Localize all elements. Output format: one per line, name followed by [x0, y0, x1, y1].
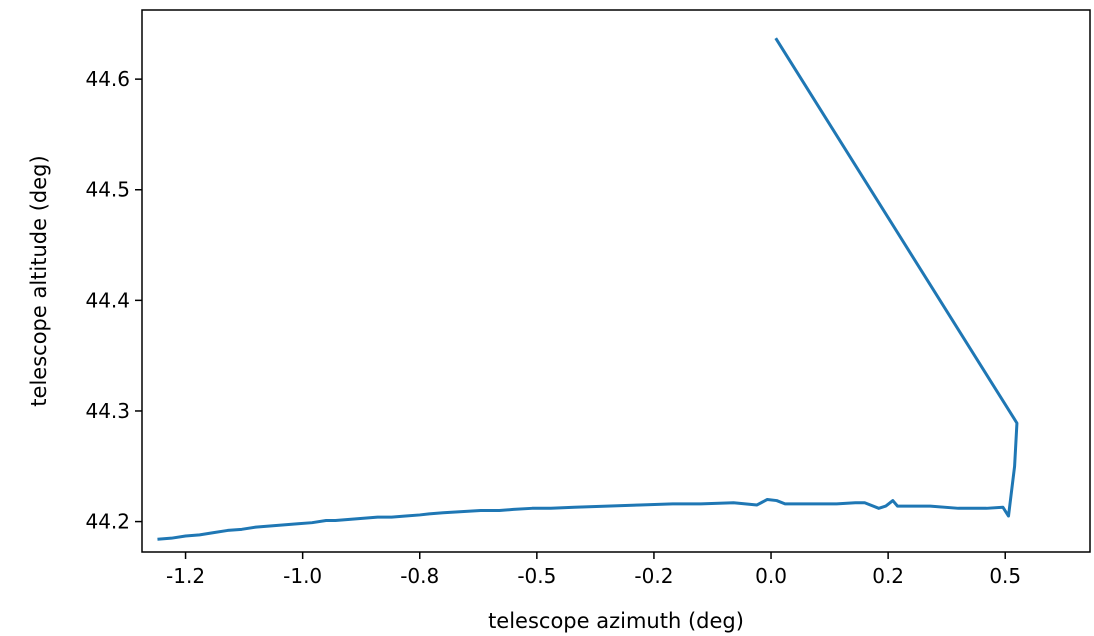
series-line: [157, 37, 1019, 541]
plot-area-frame: [141, 9, 1091, 553]
y-axis-ticks: 44.2 44.3 44.4 44.5 44.6: [85, 67, 142, 534]
x-tick-label: 0.5: [989, 564, 1021, 588]
x-tick-label: 0.0: [755, 564, 787, 588]
y-tick-label: 44.6: [85, 67, 130, 91]
y-tick-label: 44.4: [85, 288, 130, 312]
x-tick-label: 0.2: [872, 564, 904, 588]
y-tick-label: 44.5: [85, 178, 130, 202]
x-tick-label: -1.2: [166, 564, 205, 588]
x-tick-label: -0.2: [634, 564, 673, 588]
x-axis-ticks: -1.2 -1.0 -0.8 -0.5 -0.2 0.0 0.2 0.5: [166, 552, 1021, 588]
y-tick-label: 44.3: [85, 399, 130, 423]
x-axis-title: telescope azimuth (deg): [488, 609, 744, 633]
y-tick-label: 44.2: [85, 510, 130, 534]
y-axis-title: telescope altitude (deg): [27, 155, 51, 406]
x-tick-label: -1.0: [283, 564, 322, 588]
x-tick-label: -0.5: [517, 564, 556, 588]
x-tick-label: -0.8: [400, 564, 439, 588]
